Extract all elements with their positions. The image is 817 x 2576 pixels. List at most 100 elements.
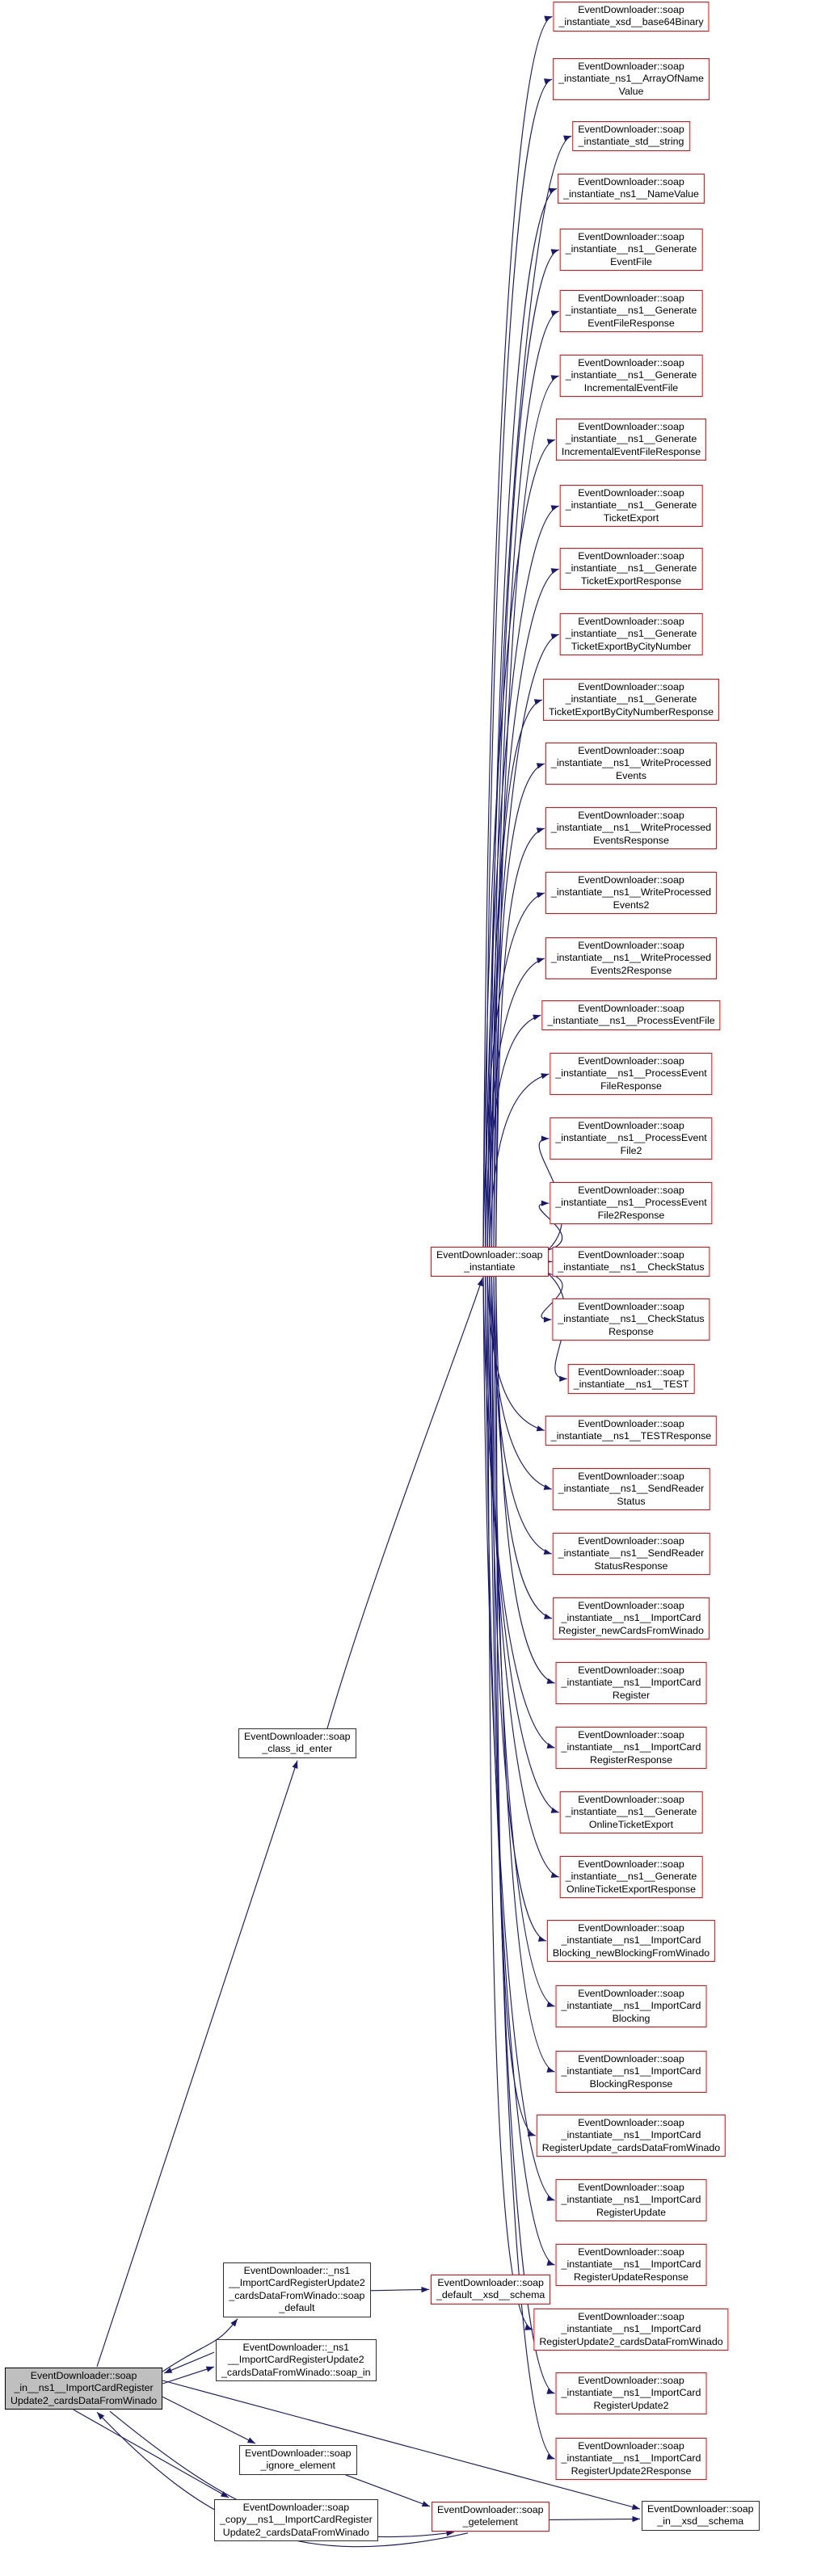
graph-node-label-line: EventDownloader::soap bbox=[578, 2246, 684, 2258]
graph-node-in_xsd[interactable]: EventDownloader::soap _in__xsd__schema bbox=[642, 2501, 760, 2531]
graph-node-t34[interactable]: EventDownloader::soap _instantiate__ns1__… bbox=[536, 2115, 726, 2157]
graph-node-t35[interactable]: EventDownloader::soap _instantiate__ns1__… bbox=[555, 2179, 707, 2222]
graph-node-label-line: EventDownloader::soap bbox=[578, 1185, 684, 1196]
graph-node-t4[interactable]: EventDownloader::soap _instantiate__ns1__… bbox=[559, 229, 703, 271]
graph-node-label-line: EventDownloader::soap bbox=[578, 124, 684, 135]
graph-node-t29[interactable]: EventDownloader::soap _instantiate__ns1__… bbox=[559, 1791, 703, 1834]
graph-node-ignore[interactable]: EventDownloader::soap _ignore_element bbox=[239, 2445, 357, 2475]
graph-node-label-line: EventDownloader::soap bbox=[578, 1055, 684, 1067]
graph-node-label-line: _instantiate__ns1__ProcessEvent bbox=[555, 1067, 707, 1080]
graph-node-label-line: EventDownloader::soap bbox=[578, 2053, 684, 2065]
graph-node-label-line: EventDownloader::soap bbox=[578, 1120, 684, 1131]
graph-node-label-line: RegisterUpdate bbox=[596, 2206, 667, 2218]
graph-node-t16[interactable]: EventDownloader::soap _instantiate__ns1__… bbox=[541, 1000, 721, 1030]
graph-node-label-line: RegisterUpdateResponse bbox=[574, 2271, 689, 2283]
graph-node-t10[interactable]: EventDownloader::soap _instantiate__ns1__… bbox=[559, 613, 703, 656]
graph-node-default_xsd[interactable]: EventDownloader::soap _default__xsd__sche… bbox=[431, 2275, 551, 2305]
graph-node-instantiate[interactable]: EventDownloader::soap _instantiate bbox=[431, 1247, 549, 1277]
graph-node-ns1_in[interactable]: EventDownloader::_ns1 __ImportCardRegiste… bbox=[216, 2339, 377, 2382]
graph-node-t23[interactable]: EventDownloader::soap _instantiate__ns1__… bbox=[545, 1416, 718, 1446]
graph-node-label-line: EventDownloader::soap bbox=[578, 550, 684, 562]
graph-node-label-line: EventDownloader::soap bbox=[578, 1858, 684, 1870]
graph-node-label-line: EventDownloader::soap bbox=[578, 1301, 684, 1312]
graph-node-label-line: OnlineTicketExport bbox=[588, 1818, 674, 1830]
graph-node-label-line: __ImportCardRegisterUpdate2 bbox=[227, 2354, 364, 2366]
graph-node-t22[interactable]: EventDownloader::soap _instantiate__ns1__… bbox=[567, 1364, 695, 1394]
graph-node-label-line: EventFile bbox=[610, 255, 652, 267]
graph-node-label-line: _instantiate__ns1__ImportCard bbox=[561, 2387, 701, 2399]
graph-node-label-line: __ImportCardRegisterUpdate2 bbox=[229, 2277, 365, 2289]
graph-node-label-line: EventDownloader::soap bbox=[578, 231, 684, 242]
graph-node-t15[interactable]: EventDownloader::soap _instantiate__ns1__… bbox=[545, 937, 718, 980]
graph-node-t0[interactable]: EventDownloader::soap _instantiate_xsd__b… bbox=[553, 2, 710, 32]
graph-node-t14[interactable]: EventDownloader::soap _instantiate__ns1__… bbox=[545, 872, 718, 915]
graph-node-t18[interactable]: EventDownloader::soap _instantiate__ns1__… bbox=[550, 1118, 713, 1160]
graph-node-copy[interactable]: EventDownloader::soap _copy__ns1__ImportC… bbox=[214, 2499, 378, 2542]
graph-node-label-line: _instantiate__ns1__Generate bbox=[565, 243, 697, 255]
graph-node-t19[interactable]: EventDownloader::soap _instantiate__ns1__… bbox=[550, 1182, 713, 1225]
graph-node-t36[interactable]: EventDownloader::soap _instantiate__ns1__… bbox=[555, 2244, 707, 2287]
graph-node-t1[interactable]: EventDownloader::soap _instantiate_ns1__A… bbox=[553, 58, 710, 101]
graph-node-label-line: Events2 bbox=[613, 899, 650, 911]
graph-node-t5[interactable]: EventDownloader::soap _instantiate__ns1__… bbox=[559, 290, 703, 333]
graph-node-label-line: EventDownloader::soap bbox=[578, 940, 684, 951]
graph-node-label-line: TicketExportResponse bbox=[580, 575, 682, 587]
graph-node-t24[interactable]: EventDownloader::soap _instantiate__ns1__… bbox=[552, 1468, 710, 1511]
graph-node-label-line: _instantiate__ns1__ImportCard bbox=[561, 2323, 701, 2335]
graph-node-label-line: BlockingResponse bbox=[589, 2077, 673, 2090]
graph-node-label-line: EventDownloader::soap bbox=[578, 1003, 684, 1014]
graph-node-label-line: EventDownloader::soap bbox=[578, 1922, 684, 1934]
graph-node-label-line: _class_id_enter bbox=[262, 1743, 333, 1755]
graph-node-label-line: _instantiate__ns1__WriteProcessed bbox=[550, 757, 712, 769]
graph-node-ns1_default[interactable]: EventDownloader::_ns1 __ImportCardRegiste… bbox=[223, 2262, 371, 2317]
graph-node-label-line: _instantiate__ns1__ImportCard bbox=[561, 2452, 701, 2464]
graph-node-label-line: _in__ns1__ImportCardRegister bbox=[14, 2382, 154, 2394]
graph-node-label-line: StatusResponse bbox=[594, 1559, 668, 1572]
graph-node-getelement[interactable]: EventDownloader::soap _getelement bbox=[432, 2502, 550, 2532]
graph-node-t37[interactable]: EventDownloader::soap _instantiate__ns1__… bbox=[533, 2309, 729, 2351]
graph-node-t38[interactable]: EventDownloader::soap _instantiate__ns1__… bbox=[555, 2372, 707, 2415]
graph-node-label-line: EventDownloader::soap bbox=[578, 4, 684, 15]
graph-node-label-line: _instantiate__ns1__Generate bbox=[565, 693, 697, 705]
graph-node-t33[interactable]: EventDownloader::soap _instantiate__ns1__… bbox=[555, 2051, 707, 2094]
graph-node-label-line: RegisterResponse bbox=[590, 1753, 672, 1766]
graph-node-t3[interactable]: EventDownloader::soap _instantiate_ns1__N… bbox=[558, 174, 705, 204]
graph-node-label-line: _instantiate__ns1__ImportCard bbox=[561, 1741, 701, 1753]
graph-node-t12[interactable]: EventDownloader::soap _instantiate__ns1__… bbox=[545, 743, 718, 785]
graph-node-t8[interactable]: EventDownloader::soap _instantiate__ns1__… bbox=[559, 485, 703, 528]
graph-node-label-line: Value bbox=[618, 85, 644, 97]
graph-node-t2[interactable]: EventDownloader::soap _instantiate_std__s… bbox=[572, 121, 690, 151]
graph-node-label-line: RegisterUpdate2_cardsDataFromWinado bbox=[539, 2335, 723, 2347]
graph-node-t20[interactable]: EventDownloader::soap _instantiate__ns1__… bbox=[552, 1247, 710, 1277]
graph-node-t27[interactable]: EventDownloader::soap _instantiate__ns1__… bbox=[555, 1662, 707, 1705]
graph-node-class_id_enter[interactable]: EventDownloader::soap _class_id_enter bbox=[238, 1728, 356, 1758]
graph-node-t11[interactable]: EventDownloader::soap _instantiate__ns1__… bbox=[542, 679, 720, 722]
graph-node-t6[interactable]: EventDownloader::soap _instantiate__ns1__… bbox=[559, 355, 703, 398]
graph-node-t32[interactable]: EventDownloader::soap _instantiate__ns1__… bbox=[555, 1985, 707, 2028]
graph-node-t31[interactable]: EventDownloader::soap _instantiate__ns1__… bbox=[546, 1920, 716, 1963]
graph-node-t7[interactable]: EventDownloader::soap _instantiate__ns1__… bbox=[555, 419, 707, 461]
graph-node-label-line: Blocking_newBlockingFromWinado bbox=[552, 1947, 710, 1959]
graph-node-t9[interactable]: EventDownloader::soap _instantiate__ns1__… bbox=[559, 548, 703, 591]
graph-node-t25[interactable]: EventDownloader::soap _instantiate__ns1__… bbox=[552, 1533, 710, 1576]
graph-node-t21[interactable]: EventDownloader::soap _instantiate__ns1__… bbox=[552, 1299, 710, 1341]
graph-node-t26[interactable]: EventDownloader::soap _instantiate__ns1__… bbox=[553, 1597, 710, 1640]
graph-node-label-line: EventDownloader::soap bbox=[578, 1665, 684, 1676]
graph-node-label-line: EventDownloader::soap bbox=[436, 1249, 543, 1261]
graph-node-label-line: EventDownloader::soap bbox=[242, 2502, 350, 2513]
graph-node-label-line: _instantiate__ns1__ImportCard bbox=[561, 2194, 701, 2206]
graph-node-label-line: TicketExport bbox=[603, 511, 659, 524]
graph-node-t13[interactable]: EventDownloader::soap _instantiate__ns1__… bbox=[545, 807, 718, 850]
graph-node-label-line: _instantiate__ns1__Generate bbox=[565, 1806, 697, 1818]
graph-node-t28[interactable]: EventDownloader::soap _instantiate__ns1__… bbox=[555, 1727, 707, 1770]
graph-node-label-line: Update2_cardsDataFromWinado bbox=[11, 2394, 158, 2406]
graph-node-label-line: _instantiate__ns1__ProcessEvent bbox=[555, 1132, 707, 1144]
graph-node-t30[interactable]: EventDownloader::soap _instantiate__ns1__… bbox=[559, 1856, 703, 1899]
graph-node-label-line: _instantiate_xsd__base64Binary bbox=[558, 16, 704, 28]
graph-node-label-line: EventDownloader::soap bbox=[578, 1535, 684, 1547]
graph-node-label-line: EventDownloader::soap bbox=[578, 681, 684, 692]
graph-node-t17[interactable]: EventDownloader::soap _instantiate__ns1__… bbox=[550, 1053, 713, 1096]
graph-node-label-line: _copy__ns1__ImportCardRegister bbox=[220, 2514, 373, 2526]
graph-node-label-line: _in__xsd__schema bbox=[657, 2515, 744, 2528]
graph-node-t39[interactable]: EventDownloader::soap _instantiate__ns1__… bbox=[555, 2438, 707, 2481]
